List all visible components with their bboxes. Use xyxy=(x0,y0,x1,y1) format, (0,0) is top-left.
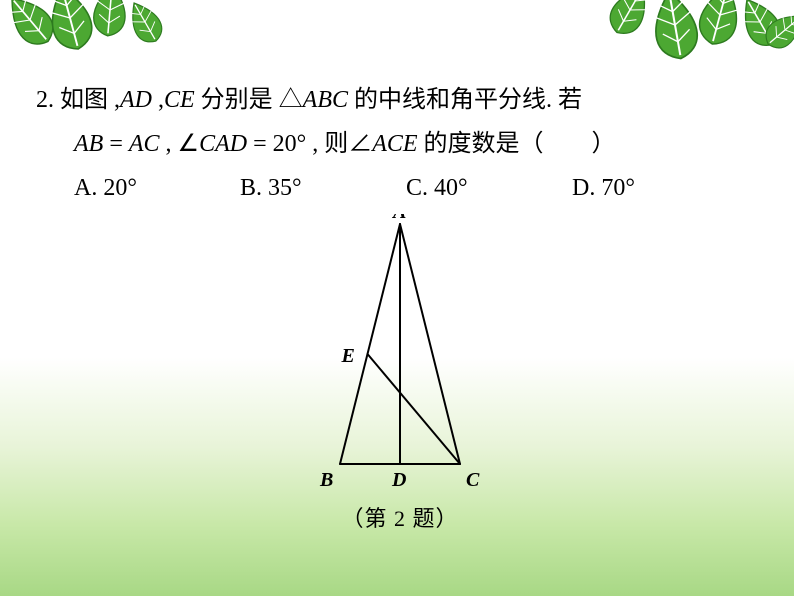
option-c: C. 40° xyxy=(406,166,566,210)
svg-text:A: A xyxy=(391,214,406,223)
decor-leaves xyxy=(0,0,794,70)
option-b: B. 35° xyxy=(240,166,400,210)
question-block: 2. 如图 ,AD ,CE 分别是 △ABC 的中线和角平分线. 若 AB = … xyxy=(36,78,754,210)
figure-block: ABCDE （第 2 题） xyxy=(290,214,510,524)
question-number: 2. xyxy=(36,87,54,113)
triangle-diagram: A B C D E xyxy=(290,214,510,494)
question-line-1: 2. 如图 ,AD ,CE 分别是 △ABC 的中线和角平分线. 若 xyxy=(36,78,754,122)
option-d: D. 70° xyxy=(572,166,712,210)
option-a: A. 20° xyxy=(74,166,234,210)
svg-text:D: D xyxy=(391,469,406,491)
question-line-2: AB = AC , ∠CAD = 20° , 则∠ACE 的度数是（ ） xyxy=(36,122,754,166)
svg-text:E: E xyxy=(341,345,355,367)
options-row: A. 20° B. 35° C. 40° D. 70° xyxy=(36,166,754,210)
figure-caption: （第 2 题） xyxy=(290,501,510,533)
svg-text:B: B xyxy=(319,469,333,491)
svg-text:C: C xyxy=(466,469,480,491)
